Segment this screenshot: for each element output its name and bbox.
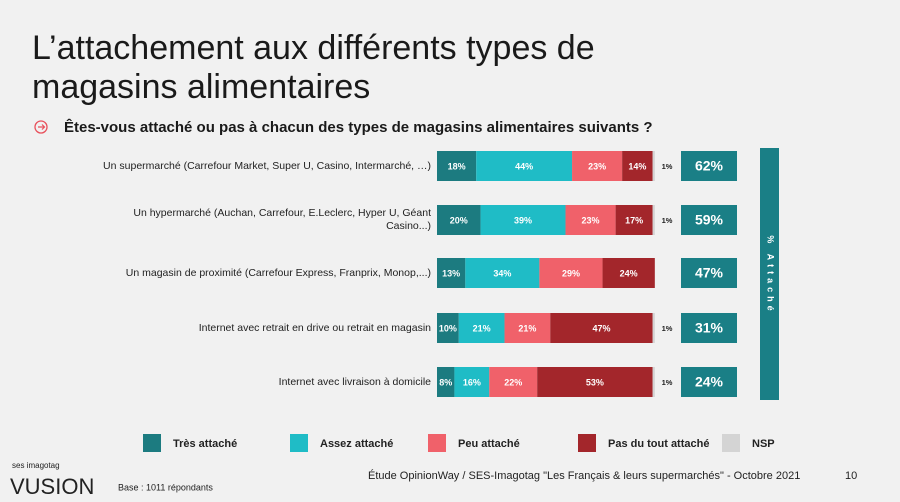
- legend-label: Peu attaché: [458, 438, 520, 450]
- data-label: 18%: [448, 161, 466, 171]
- bullet-icon: [34, 120, 48, 134]
- total-label: 24%: [695, 374, 724, 390]
- total-label: 31%: [695, 320, 724, 336]
- page-number: 10: [845, 470, 857, 482]
- total-box: [681, 367, 737, 397]
- data-label: 14%: [628, 161, 646, 171]
- bar-segment: [572, 151, 623, 181]
- legend-swatch: [428, 434, 446, 452]
- bar-segment: [550, 313, 653, 343]
- data-label: 34%: [493, 268, 511, 278]
- category-label: Un magasin de proximité (Carrefour Expre…: [125, 266, 431, 279]
- total-axis-label: % Attaché: [766, 235, 776, 314]
- data-label: 17%: [625, 215, 643, 225]
- category-label: Un hypermarché (Auchan, Carrefour, E.Lec…: [133, 207, 431, 232]
- data-label: 23%: [582, 215, 600, 225]
- data-label: 8%: [439, 377, 452, 387]
- bar-segment: [652, 313, 655, 343]
- total-label: 59%: [695, 212, 724, 228]
- data-label: 21%: [473, 323, 491, 333]
- title-line: L’attachement aux différents types de: [32, 29, 595, 67]
- bar-segment: [622, 151, 653, 181]
- brand-small: ses imagotag: [12, 461, 60, 470]
- data-label: 23%: [588, 161, 606, 171]
- data-label: 29%: [562, 268, 580, 278]
- bar-segment: [615, 205, 653, 235]
- bar-segment: [652, 151, 655, 181]
- data-label: 10%: [439, 323, 457, 333]
- total-band: [760, 148, 779, 400]
- category-label: Internet avec livraison à domicile: [278, 375, 431, 388]
- data-label: 39%: [514, 215, 532, 225]
- legend-swatch: [290, 434, 308, 452]
- total-label: 47%: [695, 265, 724, 281]
- bar-segment: [652, 205, 655, 235]
- total-box: [681, 313, 737, 343]
- total-box: [681, 205, 737, 235]
- legend-swatch: [722, 434, 740, 452]
- data-label: 16%: [463, 377, 481, 387]
- data-label: 1%: [662, 324, 673, 333]
- data-label: 1%: [662, 162, 673, 171]
- bar-segment: [480, 205, 566, 235]
- legend-label: NSP: [752, 438, 775, 450]
- data-label: 53%: [586, 377, 604, 387]
- bar-segment: [437, 367, 455, 397]
- bar-segment: [565, 205, 616, 235]
- data-label: 20%: [450, 215, 468, 225]
- data-label: 21%: [518, 323, 536, 333]
- data-label: 22%: [504, 377, 522, 387]
- bar-segment: [539, 258, 603, 288]
- title-line: magasins alimentaires: [32, 68, 370, 106]
- bar-segment: [489, 367, 538, 397]
- data-label: 1%: [662, 378, 673, 387]
- bar-segment: [602, 258, 655, 288]
- bar-segment: [476, 151, 573, 181]
- bar-segment: [537, 367, 653, 397]
- brand: VUSION: [10, 474, 94, 499]
- category-label: Un supermarché (Carrefour Market, Super …: [103, 159, 431, 172]
- bar-segment: [437, 151, 477, 181]
- legend-swatch: [143, 434, 161, 452]
- bar-segment: [652, 367, 655, 397]
- data-label: 47%: [592, 323, 610, 333]
- category-label: Internet avec retrait en drive ou retrai…: [198, 321, 431, 334]
- data-label: 44%: [515, 161, 533, 171]
- data-label: 13%: [442, 268, 460, 278]
- legend-label: Pas du tout attaché: [608, 438, 709, 450]
- total-box: [681, 258, 737, 288]
- bar-segment: [437, 258, 466, 288]
- data-label: 24%: [620, 268, 638, 278]
- bar-segment: [465, 258, 540, 288]
- legend-label: Très attaché: [173, 438, 237, 450]
- data-label: 1%: [662, 216, 673, 225]
- base: Base : 1011 répondants: [118, 482, 213, 492]
- bar-segment: [437, 313, 459, 343]
- bar-segment: [458, 313, 505, 343]
- bar-segment: [437, 205, 481, 235]
- total-label: 62%: [695, 158, 724, 174]
- total-box: [681, 151, 737, 181]
- bar-segment: [454, 367, 490, 397]
- question: Êtes-vous attaché ou pas à chacun des ty…: [64, 118, 653, 136]
- bar-segment: [504, 313, 551, 343]
- source: Étude OpinionWay / SES-Imagotag "Les Fra…: [368, 469, 800, 482]
- legend-swatch: [578, 434, 596, 452]
- bullet-arrow: [38, 124, 46, 130]
- legend-label: Assez attaché: [320, 438, 393, 450]
